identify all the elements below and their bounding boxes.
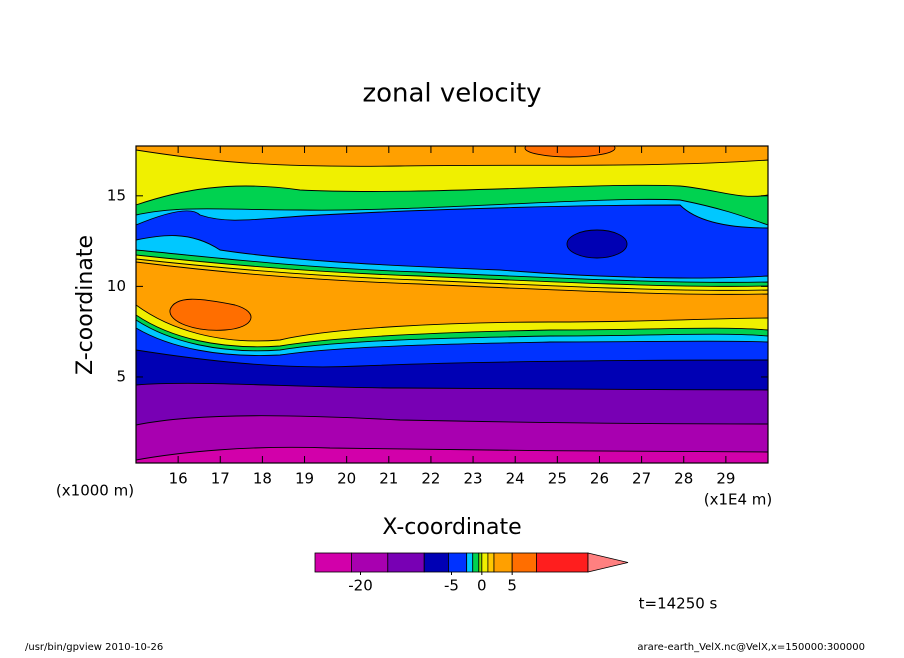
x-tick-label: 29: [716, 470, 735, 488]
x-tick-label: 20: [337, 470, 356, 488]
x-axis-label: X-coordinate: [382, 515, 521, 540]
x-tick-label: 28: [674, 470, 693, 488]
footer-left: /usr/bin/gpview 2010-10-26: [25, 642, 163, 653]
colorbar-tick-label: -5: [444, 577, 459, 595]
x-tick-label: 18: [253, 470, 272, 488]
colorbar-segment: [448, 552, 468, 573]
colorbar-segment: [481, 552, 489, 573]
x-tick-label: 21: [379, 470, 398, 488]
colorbar-tick-label: 5: [507, 577, 517, 595]
x-tick-label: 16: [169, 470, 188, 488]
colorbar-tick-label: 0: [477, 577, 487, 595]
colorbar-segment: [478, 552, 483, 573]
x-tick-label: 24: [506, 470, 525, 488]
x-tick-label: 27: [632, 470, 651, 488]
x-tick-label: 25: [548, 470, 567, 488]
colorbar-extension: [587, 552, 629, 573]
colorbar-tick-label: -20: [348, 577, 373, 595]
colorbar-segment: [387, 552, 425, 573]
x-tick-label: 19: [295, 470, 314, 488]
x-tick-label: 22: [421, 470, 440, 488]
colorbar-segment: [536, 552, 589, 573]
contour-field: [136, 146, 768, 463]
plot-frame: [135, 145, 769, 464]
x-tick-label: 23: [464, 470, 483, 488]
y-unit-label: (x1000 m): [56, 482, 134, 500]
y-tick-label: 15: [107, 186, 126, 204]
colorbar-segment: [466, 552, 474, 573]
time-label: t=14250 s: [639, 595, 718, 613]
colorbar-segment: [511, 552, 537, 573]
footer-right: arare-earth_VelX.nc@VelX,x=150000:300000: [637, 642, 865, 653]
y-axis-label: Z-coordinate: [73, 235, 98, 375]
colorbar-segment: [314, 552, 352, 573]
colorbar-segment: [472, 552, 480, 573]
colorbar-segment: [493, 552, 513, 573]
colorbar-segment: [423, 552, 449, 573]
y-tick-label: 10: [107, 277, 126, 295]
y-tick-label: 5: [116, 367, 126, 385]
x-tick-label: 26: [590, 470, 609, 488]
chart-title: zonal velocity: [362, 79, 541, 109]
x-unit-label: (x1E4 m): [704, 491, 773, 509]
colorbar-segment: [487, 552, 495, 573]
colorbar-segment: [350, 552, 389, 573]
x-tick-label: 17: [211, 470, 230, 488]
